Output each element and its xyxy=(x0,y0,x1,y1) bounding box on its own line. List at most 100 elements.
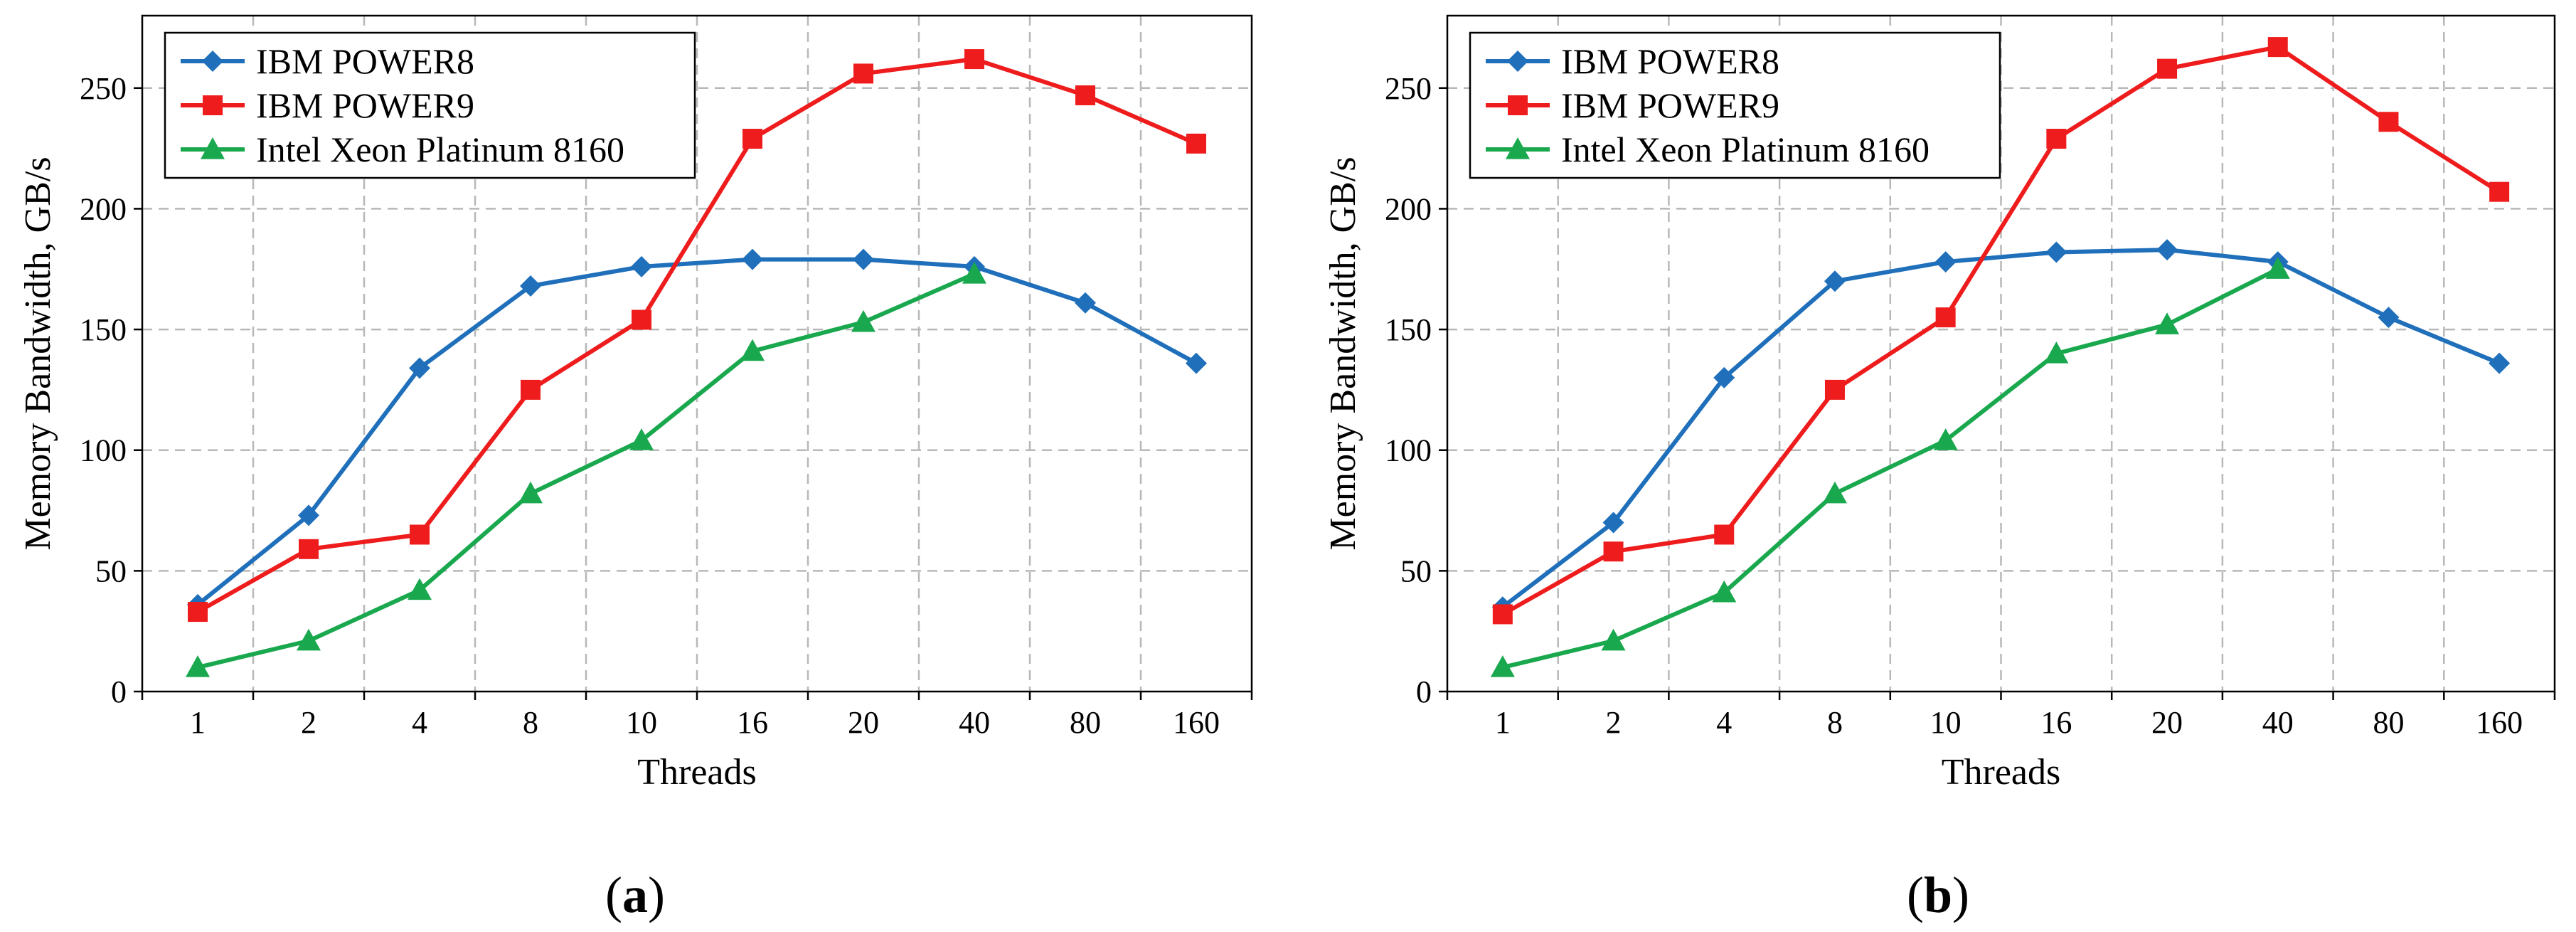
y-tick-label: 200 xyxy=(1385,191,1432,226)
data-point xyxy=(1075,85,1095,105)
x-axis-title: Threads xyxy=(637,752,756,793)
x-tick-label: 8 xyxy=(1827,705,1843,740)
data-point xyxy=(851,309,875,332)
data-point xyxy=(1824,379,1845,400)
x-tick-label: 10 xyxy=(626,705,657,740)
data-point xyxy=(853,63,873,84)
y-tick-label: 250 xyxy=(80,71,127,106)
series-ibm-power8 xyxy=(1491,239,2511,618)
data-point xyxy=(1603,541,1624,562)
x-tick-label: 4 xyxy=(1716,705,1732,740)
data-point xyxy=(2265,257,2290,279)
series-line xyxy=(196,272,976,670)
series-intel-xeon-platinum-8160 xyxy=(186,262,986,677)
series-ibm-power9 xyxy=(188,49,1206,623)
panel-label-open-paren: ( xyxy=(605,867,622,923)
series-line xyxy=(1500,248,2502,610)
series-line xyxy=(1500,267,2280,670)
data-point xyxy=(408,578,432,600)
data-point xyxy=(743,129,762,149)
data-point xyxy=(1713,366,1735,388)
legend-item: IBM POWER9 xyxy=(1486,85,1779,125)
x-tick-label: 160 xyxy=(2476,705,2523,740)
data-point xyxy=(188,602,208,623)
legend-item: IBM POWER8 xyxy=(181,41,474,81)
x-tick-label: 20 xyxy=(2151,705,2183,740)
y-tick-label: 100 xyxy=(80,433,127,468)
y-tick-label: 0 xyxy=(111,674,127,709)
data-point xyxy=(2157,58,2178,79)
legend-label: IBM POWER9 xyxy=(256,85,474,125)
data-point xyxy=(2378,112,2399,132)
x-tick-label: 40 xyxy=(959,705,990,740)
gridlines xyxy=(1447,16,2555,692)
legend-item: IBM POWER8 xyxy=(1486,41,1779,81)
data-point xyxy=(740,339,765,361)
data-point xyxy=(1714,524,1735,545)
legend-marker xyxy=(201,137,225,159)
data-point xyxy=(409,357,430,379)
data-point xyxy=(2044,341,2069,364)
data-point xyxy=(1186,133,1206,154)
x-tick-label: 16 xyxy=(2040,705,2072,740)
data-point xyxy=(1492,604,1513,625)
x-tick-label: 16 xyxy=(737,705,768,740)
x-tick-label: 80 xyxy=(1070,705,1101,740)
data-point xyxy=(299,539,319,559)
x-tick-label: 20 xyxy=(848,705,879,740)
legend-item: Intel Xeon Platinum 8160 xyxy=(1486,129,1930,169)
legend-label: Intel Xeon Platinum 8160 xyxy=(256,129,624,169)
series-line xyxy=(1500,45,2502,617)
x-tick-label: 4 xyxy=(412,705,427,740)
legend-marker xyxy=(203,95,223,115)
data-point xyxy=(2045,241,2067,263)
data-point xyxy=(964,49,984,70)
legend-box xyxy=(164,31,696,179)
data-point xyxy=(2267,37,2288,58)
data-point xyxy=(632,309,651,330)
chart-panel-b: 0 50 100 150 200 250 1 2 4 8 10 16 20 40 80 160 Threads M… xyxy=(1323,14,2556,923)
data-point xyxy=(2156,239,2178,261)
legend-box xyxy=(1469,31,2001,179)
legend-item: IBM POWER9 xyxy=(181,85,474,125)
data-point xyxy=(297,628,321,651)
legend-marker xyxy=(1507,51,1528,72)
panel-label-letter: a xyxy=(622,867,648,923)
panel-label-open-paren: ( xyxy=(1907,867,1924,923)
data-point xyxy=(410,524,430,545)
data-point xyxy=(186,655,210,677)
series-ibm-power9 xyxy=(1492,37,2510,625)
legend-item: Intel Xeon Platinum 8160 xyxy=(181,129,624,169)
panel-label-close-paren: ) xyxy=(1952,867,1969,923)
legend-label: IBM POWER9 xyxy=(1561,85,1779,125)
y-tick-label: 50 xyxy=(95,554,127,588)
legend-label: IBM POWER8 xyxy=(1561,41,1779,81)
x-tick-label: 40 xyxy=(2262,705,2294,740)
x-tick-label: 80 xyxy=(2373,705,2404,740)
data-point xyxy=(2046,129,2067,149)
data-point xyxy=(853,248,874,270)
panel-label: (b) xyxy=(1907,867,1969,923)
data-point xyxy=(1490,655,1515,677)
data-point xyxy=(1934,251,1957,273)
chart-panel-a: 0 50 100 150 200 250 1 2 4 8 10 16 20 40 80 160 Threads M… xyxy=(18,14,1253,923)
y-axis-title: Memory Bandwidth, GB/s xyxy=(1323,157,1363,550)
data-point xyxy=(2489,181,2510,202)
data-point xyxy=(1075,292,1096,314)
y-axis-title: Memory Bandwidth, GB/s xyxy=(18,157,58,550)
data-point xyxy=(518,481,543,504)
y-tick-label: 0 xyxy=(1416,674,1432,709)
data-point xyxy=(1935,307,1956,328)
data-point xyxy=(631,255,652,277)
data-point xyxy=(1824,270,1846,292)
y-tick-label: 50 xyxy=(1400,554,1432,588)
y-tick-label: 200 xyxy=(80,191,127,226)
data-point xyxy=(520,275,541,297)
data-point xyxy=(298,504,319,526)
series-line xyxy=(196,57,1198,615)
x-tick-label: 2 xyxy=(1606,705,1622,740)
x-tick-label: 8 xyxy=(523,705,538,740)
data-point xyxy=(521,379,541,400)
legend-label: Intel Xeon Platinum 8160 xyxy=(1561,129,1930,169)
data-point xyxy=(629,428,654,450)
